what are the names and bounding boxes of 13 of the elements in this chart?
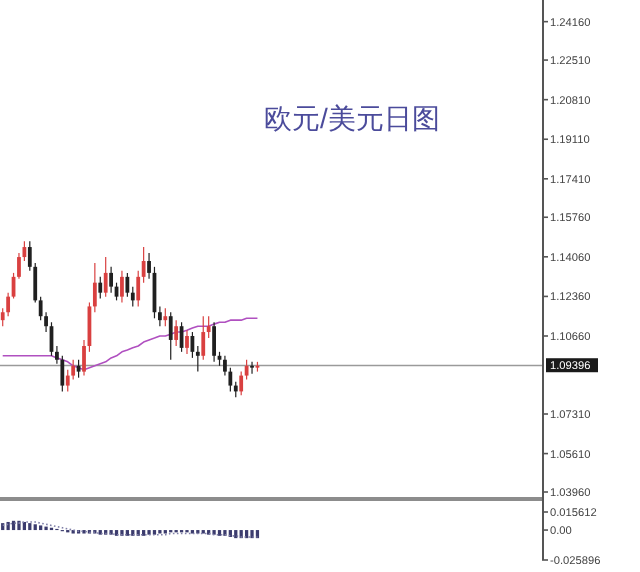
- candlestick: [109, 266, 114, 294]
- candlestick: [201, 315, 206, 361]
- line-series: [1, 521, 259, 538]
- candlestick: [168, 311, 173, 361]
- candlestick: [103, 256, 108, 298]
- candlestick: [98, 276, 103, 300]
- candlestick: [212, 321, 216, 363]
- candlestick: [125, 272, 130, 298]
- candlestick: [250, 361, 254, 375]
- candlestick: [174, 319, 179, 347]
- text: 欧元/美元日图: [264, 102, 440, 134]
- candlestick: [185, 329, 189, 355]
- candlestick: [120, 270, 124, 304]
